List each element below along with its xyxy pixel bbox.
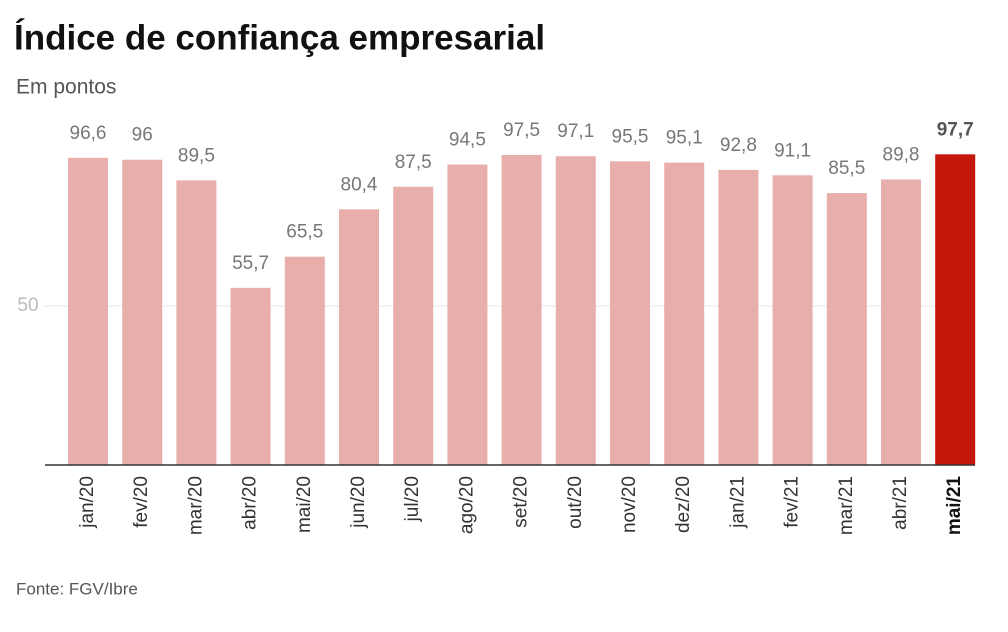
value-label: 55,7 [232,253,269,274]
bar [393,186,434,465]
value-label: 85,5 [828,158,865,179]
chart-title: Índice de confiança empresarial [14,17,545,57]
value-label: 97,7 [937,119,974,140]
bar [447,164,488,466]
value-label: 91,1 [774,140,811,161]
bar [176,180,217,465]
value-label: 95,1 [666,128,703,149]
x-tick-label: jun/20 [348,476,369,529]
value-label: 89,8 [883,144,920,165]
x-tick-label: fev/20 [131,476,152,528]
x-tick-label: mar/20 [185,476,206,535]
value-label: 94,5 [449,130,486,151]
bar [501,154,542,465]
bar [935,154,976,465]
x-tick-label: mar/21 [836,476,857,535]
x-tick-label: fev/21 [782,476,803,528]
x-tick-label: jan/20 [77,476,98,529]
x-tick-label: nov/20 [619,476,640,533]
bar [826,193,867,466]
x-tick-label: ago/20 [456,476,477,534]
x-tick-label: mai/20 [294,476,315,533]
bar [230,287,271,465]
value-label: 96,6 [70,123,107,144]
bar [555,156,596,466]
x-tick-label: jul/20 [402,476,423,522]
x-tick-label: dez/20 [673,476,694,533]
bar [881,179,921,465]
x-tick-label: jan/21 [727,476,748,529]
value-label: 96 [132,125,153,146]
value-label: 95,5 [612,126,649,147]
bar [122,159,163,465]
x-tick-label: abr/21 [890,476,911,530]
value-label: 89,5 [178,145,215,166]
y-tick-label: 50 [17,295,38,316]
source: Fonte: FGV/Ibre [16,579,138,598]
x-tick-label: set/20 [511,476,532,528]
x-tick-label: abr/20 [240,476,261,530]
bar [68,157,108,465]
bar [718,169,759,465]
bar [284,256,325,465]
value-label: 97,1 [557,121,594,142]
value-label: 97,5 [503,120,540,141]
chart-subtitle: Em pontos [16,76,116,99]
bar [339,209,379,465]
bar [664,162,705,465]
x-tick-label: out/20 [565,476,586,529]
value-label: 65,5 [286,222,323,243]
x-tick-label: mai/21 [944,476,965,536]
value-label: 87,5 [395,152,432,173]
bar [610,161,650,465]
value-label: 92,8 [720,135,757,156]
value-label: 80,4 [341,174,378,195]
bar [772,175,813,465]
